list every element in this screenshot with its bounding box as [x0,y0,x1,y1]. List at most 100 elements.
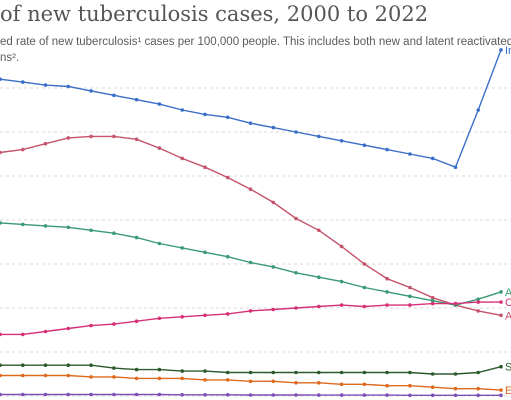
data-point-2-18 [408,294,412,299]
series-label-0: In [505,45,511,57]
data-point-5-19 [430,385,435,390]
data-point-3-9 [203,313,207,318]
data-point-1-12 [271,200,276,205]
data-point-2-5 [112,231,116,235]
data-point-1-2 [43,141,48,146]
data-point-6-4 [89,392,93,397]
data-point-5-6 [134,376,139,381]
data-point-5-9 [203,378,207,382]
data-point-2-21 [476,297,481,302]
data-point-1-18 [408,285,412,290]
data-point-1-0 [0,150,2,155]
data-point-1-6 [134,137,139,142]
data-point-1-9 [203,165,207,169]
data-point-5-13 [294,381,298,385]
data-point-2-2 [43,224,48,228]
data-point-6-18 [408,393,412,398]
data-point-5-3 [66,373,71,378]
data-point-1-17 [385,276,389,281]
data-point-1-5 [112,134,116,139]
data-point-3-20 [453,301,458,306]
chart-subtitle-line-1: ed rate of new tuberculosis¹ cases per 1… [0,36,511,48]
series-line-3 [0,301,501,336]
data-point-0-20 [453,165,458,169]
data-point-0-16 [362,143,367,147]
series-labels: In AAC SE [505,45,511,397]
data-point-2-17 [385,290,389,294]
data-point-3-19 [430,301,435,306]
data-point-3-15 [339,303,344,307]
data-point-4-12 [271,370,276,375]
data-point-5-8 [180,376,184,381]
data-point-0-5 [112,93,116,98]
data-point-4-11 [248,370,253,375]
data-point-5-1 [21,373,25,378]
data-point-0-1 [21,80,25,84]
data-point-6-3 [66,392,71,397]
data-point-0-8 [180,108,184,112]
data-point-0-2 [43,83,48,87]
data-point-5-14 [317,381,321,385]
data-point-3-21 [476,300,481,304]
data-point-0-4 [89,89,93,93]
data-point-3-16 [362,304,367,309]
data-point-2-15 [339,279,344,284]
data-point-0-17 [385,147,389,152]
data-point-1-13 [294,216,298,221]
data-point-4-8 [180,369,184,373]
data-point-6-11 [248,393,253,397]
data-point-5-15 [339,382,344,387]
data-point-6-0 [0,392,2,397]
data-point-0-3 [66,84,71,89]
data-point-1-8 [180,156,184,161]
data-point-3-13 [294,306,298,310]
data-point-6-15 [339,393,344,397]
data-point-1-19 [430,295,435,300]
data-point-5-2 [43,373,48,378]
data-point-2-7 [157,241,162,246]
data-point-4-17 [385,370,389,375]
data-point-4-19 [430,372,435,376]
data-point-4-21 [476,370,481,375]
data-point-3-17 [385,303,389,307]
data-point-1-21 [476,309,481,313]
data-point-0-21 [476,108,481,112]
chart-subtitle-line-2: ns². [0,52,20,64]
data-point-2-4 [89,228,93,233]
data-point-6-20 [453,393,458,398]
data-point-3-11 [248,309,253,313]
series-line-0 [0,49,502,169]
data-point-6-1 [21,392,25,397]
data-point-5-4 [89,375,93,379]
data-point-3-22 [499,300,503,304]
data-point-2-16 [362,285,367,290]
data-point-6-8 [180,393,184,397]
data-point-2-12 [271,265,276,269]
gridlines [0,87,511,397]
data-point-0-22 [499,48,503,52]
data-point-2-14 [317,275,321,280]
data-point-1-15 [339,244,344,249]
data-point-5-17 [385,383,389,388]
data-point-2-11 [248,260,253,265]
data-point-6-17 [385,393,389,397]
data-point-0-19 [430,156,435,161]
data-point-0-11 [248,121,253,125]
data-point-3-3 [66,326,71,331]
chart-title: of new tuberculosis cases, 2000 to 2022 [0,2,429,26]
data-point-3-8 [180,315,184,319]
series-label-5: E [505,385,511,397]
data-point-3-14 [317,304,321,309]
data-point-4-2 [43,363,48,368]
data-point-6-16 [362,393,367,397]
data-point-6-7 [157,392,162,397]
data-point-1-16 [362,262,367,266]
data-point-4-16 [362,370,367,375]
data-point-2-0 [0,221,2,225]
data-point-6-14 [317,393,321,397]
data-point-4-6 [134,367,139,372]
data-point-6-5 [112,392,116,397]
data-point-5-16 [362,382,367,387]
data-point-6-9 [203,393,207,397]
data-point-3-4 [89,323,93,328]
